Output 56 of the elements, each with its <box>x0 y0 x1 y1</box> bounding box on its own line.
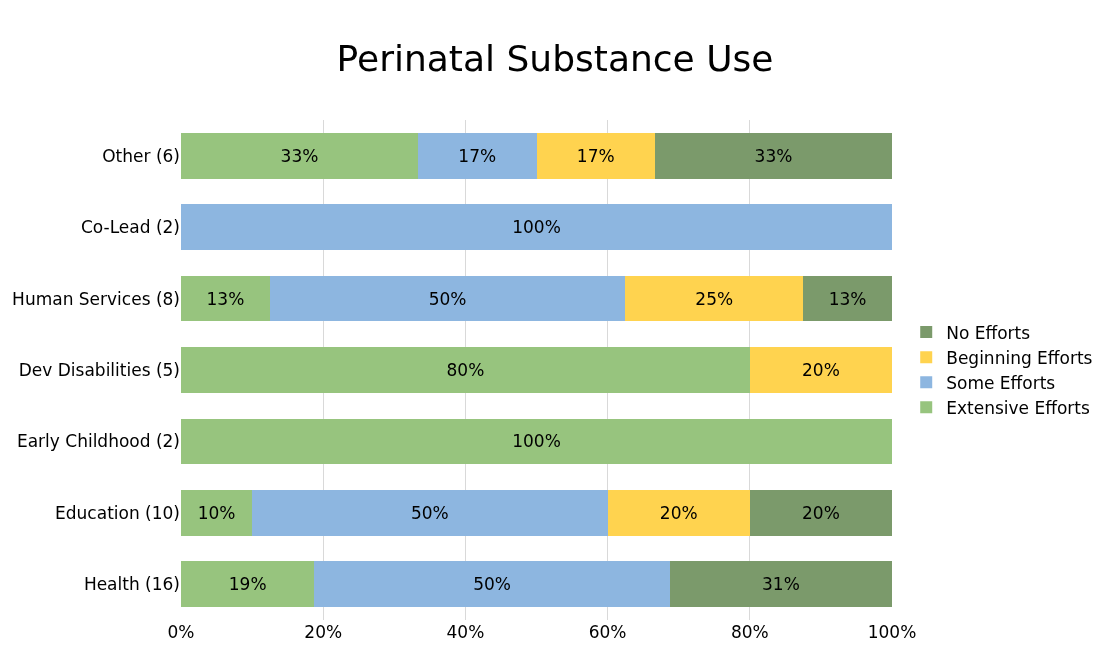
bar <box>181 347 750 393</box>
bar <box>181 561 315 608</box>
data-label: 100% <box>512 431 561 452</box>
bar <box>655 132 892 179</box>
x-tick-label: 40% <box>446 622 485 642</box>
y-tick-label: Dev Disabilities (5) <box>18 359 180 380</box>
data-label: 25% <box>695 288 734 309</box>
bar <box>803 275 892 322</box>
bar <box>625 275 804 322</box>
bar <box>669 561 892 608</box>
y-tick-label: Early Childhood (2) <box>16 431 180 452</box>
x-tick-label: 80% <box>730 622 769 642</box>
data-label: 31% <box>762 574 800 595</box>
bar <box>607 490 750 536</box>
data-label: 19% <box>228 574 267 595</box>
data-label: 13% <box>828 288 867 309</box>
bar <box>314 561 670 608</box>
bar <box>181 490 253 536</box>
data-label: 50% <box>410 502 449 523</box>
data-label: 20% <box>802 360 840 380</box>
x-tick-label: 0% <box>167 622 195 642</box>
data-label: 80% <box>446 360 485 380</box>
data-label: 20% <box>802 502 840 523</box>
bar <box>536 132 656 179</box>
bar <box>269 275 626 322</box>
data-label: 17% <box>458 145 497 166</box>
x-tick-label: 20% <box>304 622 343 642</box>
data-label: 50% <box>428 288 467 309</box>
x-tick-label: 60% <box>588 622 627 642</box>
data-label: 33% <box>280 145 319 166</box>
x-tick-label: 100% <box>867 622 917 642</box>
legend-label: Beginning Efforts <box>946 347 1093 368</box>
legend-label: No Efforts <box>946 322 1031 343</box>
y-tick-label: Education (10) <box>55 502 180 523</box>
bar <box>181 132 418 179</box>
legend-label: Some Efforts <box>946 372 1056 393</box>
y-tick-label: Other (6) <box>102 145 180 166</box>
data-label: 33% <box>754 145 793 166</box>
bar <box>181 275 270 322</box>
bar <box>252 490 608 536</box>
data-label: 20% <box>659 502 698 523</box>
bar <box>181 204 892 250</box>
data-label: 50% <box>473 574 511 595</box>
data-label: 13% <box>206 288 245 309</box>
y-tick-label: Human Services (8) <box>12 288 180 309</box>
y-tick-label: Co-Lead (2) <box>80 217 180 238</box>
chart-title: Perinatal Substance Use <box>336 38 774 80</box>
y-tick-label: Health (16) <box>83 574 180 595</box>
bar <box>749 347 892 393</box>
data-label: 10% <box>197 502 236 523</box>
bar <box>417 132 537 179</box>
data-label: 100% <box>512 217 561 238</box>
bar <box>749 490 892 536</box>
data-label: 17% <box>576 145 615 166</box>
bar <box>181 418 892 465</box>
legend-label: Extensive Efforts <box>946 397 1090 418</box>
